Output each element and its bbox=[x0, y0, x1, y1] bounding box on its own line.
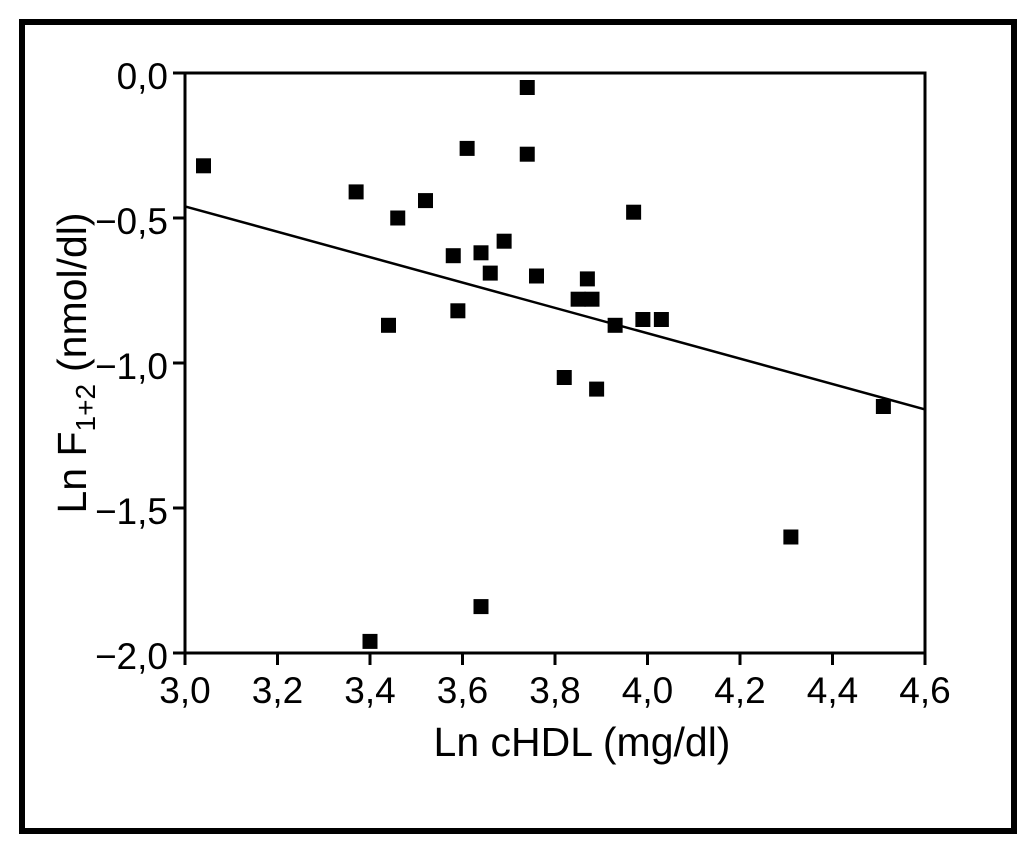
x-axis-title: Ln cHDL (mg/dl) bbox=[434, 719, 731, 765]
y-tick-label: −1,5 bbox=[95, 491, 168, 532]
data-point bbox=[529, 268, 544, 284]
x-tick-label: 4,6 bbox=[899, 670, 950, 711]
data-point bbox=[653, 312, 669, 327]
figure-frame bbox=[19, 19, 1017, 834]
data-point bbox=[635, 312, 651, 327]
data-point bbox=[496, 233, 512, 249]
data-point bbox=[519, 80, 535, 95]
data-point bbox=[473, 599, 489, 615]
data-point bbox=[570, 291, 586, 307]
data-point bbox=[875, 399, 891, 414]
data-point bbox=[390, 210, 406, 226]
regression-line bbox=[184, 205, 926, 411]
data-point bbox=[584, 291, 600, 307]
data-point bbox=[556, 370, 572, 385]
x-tick-label: 3,8 bbox=[529, 670, 580, 711]
x-tick-label: 3,2 bbox=[252, 670, 303, 711]
y-axis-title: Ln F1+2(nmol/dl) bbox=[49, 212, 101, 513]
x-tick-label: 4,2 bbox=[714, 670, 765, 711]
data-point bbox=[450, 303, 466, 319]
data-point bbox=[519, 146, 535, 162]
data-point bbox=[459, 140, 475, 156]
data-point bbox=[381, 317, 396, 333]
y-tick-label: −1,0 bbox=[95, 346, 168, 387]
data-point bbox=[362, 633, 378, 649]
data-point bbox=[473, 245, 489, 261]
x-tick-label: 3,0 bbox=[159, 670, 210, 711]
x-tick-label: 3,6 bbox=[437, 670, 488, 711]
plot-border bbox=[183, 71, 927, 655]
x-tick-label: 4,0 bbox=[622, 670, 673, 711]
data-points bbox=[196, 80, 891, 649]
data-point bbox=[626, 204, 642, 220]
y-tick-label: −2,0 bbox=[95, 636, 168, 677]
y-tick-label: 0,0 bbox=[117, 56, 168, 97]
data-point bbox=[196, 158, 211, 174]
axis-tick-labels: 3,0 3,2 3,4 3,6 3,8 4,0 4,2 4,4 4,6 0,0 −0,5 −1,0 −1… bbox=[95, 56, 951, 711]
data-point bbox=[348, 184, 364, 200]
data-point bbox=[589, 381, 605, 397]
axis-ticks bbox=[173, 71, 927, 665]
data-point bbox=[418, 193, 433, 209]
data-point bbox=[579, 271, 595, 287]
x-tick-label: 3,4 bbox=[344, 670, 395, 711]
data-point bbox=[445, 248, 461, 264]
x-tick-label: 4,4 bbox=[807, 670, 858, 711]
y-tick-label: −0,5 bbox=[95, 201, 168, 242]
data-point bbox=[482, 265, 498, 281]
data-point bbox=[783, 529, 799, 545]
data-point bbox=[607, 317, 623, 333]
